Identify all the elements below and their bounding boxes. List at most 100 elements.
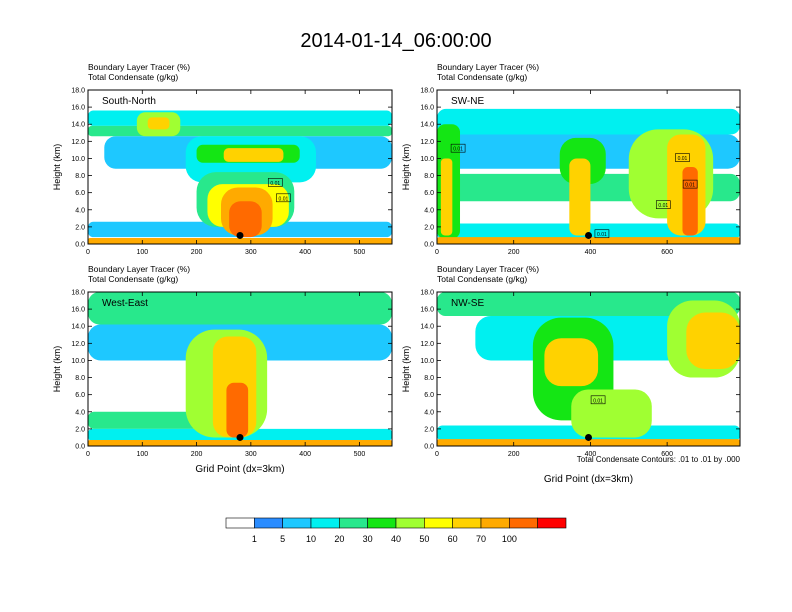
y-tick-label: 8.0: [75, 375, 85, 382]
x-tick-label: 400: [585, 249, 597, 256]
contour-note: Total Condensate Contours: .01 to .01 by…: [577, 455, 741, 464]
x-tick-label: 200: [508, 249, 520, 256]
colorbar-swatch: [452, 517, 482, 529]
y-tick-label: 2.0: [75, 224, 85, 231]
plot-frame: [87, 89, 393, 245]
y-axis-label: Height (km): [401, 346, 411, 393]
y-tick-label: 6.0: [424, 392, 434, 399]
location-marker: [236, 433, 244, 441]
panel-south-north: 0.01 0.01 South-North Boundary Layer Tracer…: [52, 62, 393, 256]
y-axis-label: Height (km): [52, 346, 62, 393]
colorbar-swatch: [367, 517, 397, 529]
y-tick-label: 6.0: [75, 190, 85, 197]
panel-header-line: Total Condensate (g/kg): [88, 72, 178, 82]
y-tick-label: 0.0: [424, 242, 434, 249]
colorbar-swatch: [509, 517, 538, 529]
field-region-20: [88, 411, 208, 429]
y-tick-label: 6.0: [75, 392, 85, 399]
x-tick-label: 500: [354, 249, 366, 256]
colorbar-swatch: [395, 517, 425, 529]
x-axis-label: Grid Point (dx=3km): [544, 474, 633, 485]
field-region-100: [229, 201, 262, 238]
contour-label-box: [450, 143, 466, 153]
colorbar-label: 1: [252, 534, 257, 544]
x-tick-label: 500: [354, 451, 366, 458]
x-axis-label: Grid Point (dx=3km): [195, 464, 284, 475]
colorbar: 1 5 10 20 30 40 50 60 70 100: [225, 517, 567, 544]
x-tick-label: 600: [661, 249, 673, 256]
y-tick-label: 18.0: [420, 88, 434, 95]
y-tick-label: 14.0: [71, 324, 85, 331]
colorbar-label: 100: [502, 534, 517, 544]
field-region-70: [88, 238, 392, 244]
location-marker: [585, 231, 592, 239]
y-tick-label: 16.0: [71, 307, 85, 314]
location-marker: [585, 433, 592, 441]
field-region-100: [226, 382, 249, 438]
contour-label: 0.01: [279, 196, 289, 202]
y-tick-label: 16.0: [420, 105, 434, 112]
y-tick-label: 12.0: [420, 341, 434, 348]
panel-header-line: Boundary Layer Tracer (%): [88, 62, 190, 72]
plot-frame: [436, 291, 741, 447]
colorbar-swatch: [282, 517, 312, 529]
plot-frame: [87, 291, 393, 447]
colorbar-label: 60: [448, 534, 458, 544]
y-tick-label: 4.0: [75, 409, 85, 416]
y-tick-label: 4.0: [424, 409, 434, 416]
y-tick-label: 0.0: [75, 242, 85, 249]
x-tick-label: 300: [245, 249, 257, 256]
colorbar-swatch: [537, 517, 567, 529]
y-tick-label: 6.0: [424, 190, 434, 197]
y-tick-label: 14.0: [71, 122, 85, 129]
field-region-10: [437, 108, 740, 135]
field-region-10: [88, 110, 392, 126]
colorbar-label: 30: [363, 534, 373, 544]
contour-label-box: [682, 179, 698, 189]
contour-label: 0.01: [658, 203, 668, 209]
x-tick-label: 100: [136, 249, 148, 256]
field-region-60: [686, 312, 740, 369]
field-region-40: [571, 389, 652, 438]
field-region-60: [147, 117, 170, 130]
y-tick-label: 18.0: [71, 88, 85, 95]
contour-label: 0.01: [593, 398, 603, 404]
contour-label-box: [276, 193, 291, 203]
y-tick-label: 10.0: [71, 156, 85, 163]
y-tick-label: 4.0: [424, 207, 434, 214]
y-tick-label: 8.0: [75, 173, 85, 180]
colorbar-label: 40: [391, 534, 401, 544]
y-tick-label: 2.0: [75, 426, 85, 433]
colorbar-swatch: [254, 517, 283, 529]
contour-label: 0.01: [270, 181, 280, 187]
panel-header-line: Boundary Layer Tracer (%): [437, 264, 539, 274]
panel-header-line: Total Condensate (g/kg): [437, 72, 527, 82]
field-region-70: [437, 237, 740, 244]
y-tick-label: 4.0: [75, 207, 85, 214]
x-tick-label: 400: [299, 451, 311, 458]
colorbar-label: 10: [306, 534, 316, 544]
panel-header-line: Total Condensate (g/kg): [88, 274, 178, 284]
colorbar-label: 5: [280, 534, 285, 544]
panel-sw-ne: 0.01 0.01 0.01 0.01 0.01 SW-NE Boundary Layer …: [401, 62, 741, 256]
y-tick-label: 14.0: [420, 122, 434, 129]
x-tick-label: 400: [299, 249, 311, 256]
y-tick-label: 16.0: [420, 307, 434, 314]
field-region-70: [437, 439, 740, 446]
colorbar-swatch: [339, 517, 368, 529]
contour-label-box: [675, 153, 690, 162]
field-region-60: [440, 158, 453, 236]
x-tick-label: 400: [585, 451, 597, 458]
field-region-20: [88, 292, 392, 325]
y-axis-label: Height (km): [52, 144, 62, 191]
field-region-70: [88, 440, 392, 446]
y-tick-label: 8.0: [424, 173, 434, 180]
panel-label: West-East: [102, 298, 148, 309]
y-tick-label: 12.0: [420, 139, 434, 146]
x-tick-label: 200: [508, 451, 520, 458]
panel-west-east: West-East Boundary Layer Tracer (%)Total …: [52, 264, 393, 475]
x-tick-label: 0: [86, 451, 90, 458]
contour-label: 0.01: [685, 183, 695, 189]
y-tick-label: 10.0: [420, 156, 434, 163]
